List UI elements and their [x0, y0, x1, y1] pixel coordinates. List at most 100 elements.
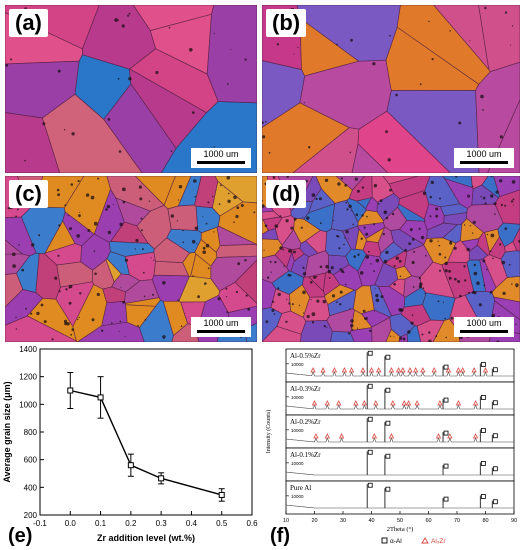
micrograph-d-pore — [375, 298, 380, 303]
micrograph-d-pore — [345, 201, 348, 204]
y-tick-label: 600 — [24, 456, 38, 465]
micrograph-c-pore — [118, 330, 120, 332]
micrograph-c-pore — [16, 208, 19, 211]
micrograph-a-pore — [24, 159, 26, 162]
al3zr-marker — [390, 400, 396, 406]
micrograph-d-grain — [262, 307, 283, 342]
micrograph-d-pore — [290, 226, 294, 230]
micrograph-c-pore — [240, 204, 244, 207]
micrograph-c-pore — [70, 183, 74, 186]
micrograph-a-grain — [41, 93, 143, 173]
al3zr-marker — [471, 367, 477, 373]
micrograph-b-pore — [350, 38, 353, 42]
x-axis-title: 2Theta (°) — [387, 526, 414, 533]
micrograph-c-pore — [226, 296, 228, 298]
micrograph-c-grain — [139, 299, 174, 342]
micrograph-d-grain — [500, 250, 520, 278]
micrograph-c-pore — [58, 290, 61, 293]
micrograph-a-pore — [117, 77, 120, 80]
al3zr-marker — [368, 367, 375, 373]
micrograph-d-pore — [333, 219, 335, 221]
micrograph-b-pore — [387, 158, 391, 162]
panel-label-a: (a) — [9, 9, 48, 37]
micrograph-d-pore — [448, 276, 452, 280]
micrograph-b-pore — [308, 146, 311, 149]
micrograph-c-pore — [220, 184, 222, 187]
micrograph-d-pore — [354, 177, 358, 181]
micrograph-c-pore — [226, 176, 231, 180]
alpha-al-marker — [385, 354, 391, 360]
micrograph-c-pore — [178, 185, 183, 189]
micrograph-d-pore — [293, 217, 297, 221]
scale-bar-text-c: 1000 um — [203, 318, 239, 328]
x-tick-label: 0.3 — [156, 519, 168, 528]
micrograph-d-pore — [263, 249, 265, 251]
micrograph-d-pore — [328, 277, 331, 279]
micrograph-c-pore — [12, 265, 14, 267]
micrograph-c-pore — [153, 259, 155, 261]
micrograph-d-pore — [287, 273, 291, 277]
xrd-subplot — [285, 447, 515, 482]
micrograph-d-pore — [495, 190, 499, 194]
x-tick-label: -0.1 — [33, 519, 47, 528]
micrograph-c-grain — [215, 243, 257, 258]
micrograph-d-pore — [379, 199, 383, 203]
micrograph-a-pore — [213, 32, 215, 34]
micrograph-d-grain — [376, 193, 400, 222]
micrograph-d-pore — [373, 223, 376, 226]
data-point — [158, 475, 165, 482]
micrograph-a-grain — [206, 5, 257, 104]
micrograph-a-pore — [227, 83, 229, 85]
micrograph-d-pore — [264, 224, 268, 228]
micrograph-c-pore — [139, 197, 143, 201]
micrograph-c-pore — [112, 203, 115, 205]
micrograph-d-pore — [442, 301, 445, 303]
micrograph-a-pore — [244, 58, 247, 61]
micrograph-d-pore — [316, 299, 320, 303]
x-tick-label: 30 — [340, 518, 346, 524]
micrograph-c-pore — [63, 319, 68, 323]
micrograph-d-pore — [473, 271, 478, 276]
micrograph-d-pore — [271, 309, 275, 312]
micrograph-d-pore — [349, 308, 351, 310]
micrograph-c-pore — [193, 179, 197, 183]
micrograph-d-pore — [484, 202, 487, 205]
micrograph-b-pore — [264, 120, 267, 123]
micrograph-d-pore — [393, 336, 395, 338]
micrograph-b-pore — [449, 30, 451, 32]
scale-bar-line-d — [460, 330, 508, 333]
al3zr-marker — [324, 433, 330, 439]
micrograph-d-pore — [310, 281, 313, 284]
micrograph-d-pore — [419, 282, 423, 286]
micrograph-c-pore — [119, 222, 123, 227]
micrograph-b-pore — [484, 6, 487, 10]
micrograph-c-pore — [56, 188, 60, 192]
xrd-pattern — [285, 504, 514, 509]
micrograph-d-pore — [373, 184, 378, 188]
micrograph-c-pore — [38, 234, 41, 237]
micrograph-d-grain — [382, 206, 408, 231]
micrograph-d-pore — [303, 312, 305, 314]
x-tick-label: 0.6 — [246, 519, 258, 528]
micrograph-d-grain — [365, 226, 386, 243]
micrograph-c-pore — [105, 208, 108, 211]
micrograph-a-pore — [114, 18, 119, 22]
micrograph-c-pore — [177, 199, 180, 201]
scale-bar-line-c — [197, 330, 245, 333]
micrograph-d-pore — [513, 204, 514, 206]
micrograph-d-pore — [353, 255, 356, 258]
micrograph-c-grain — [214, 176, 257, 204]
micrograph-c-pore — [245, 294, 248, 297]
panel-label-d: (d) — [266, 180, 307, 208]
micrograph-d-pore — [510, 200, 514, 203]
micrograph-c-pore — [196, 243, 198, 245]
micrograph-c-pore — [141, 248, 144, 251]
micrograph-d-pore — [515, 323, 517, 325]
micrograph-d-pore — [362, 309, 366, 313]
micrograph-d-pore — [512, 198, 515, 201]
micrograph-d-pore — [511, 180, 516, 184]
panel-label-f: (f) — [268, 525, 292, 547]
x-tick-label: 70 — [454, 518, 460, 524]
micrograph-d-pore — [490, 176, 493, 178]
micrograph-d-pore — [286, 176, 289, 179]
